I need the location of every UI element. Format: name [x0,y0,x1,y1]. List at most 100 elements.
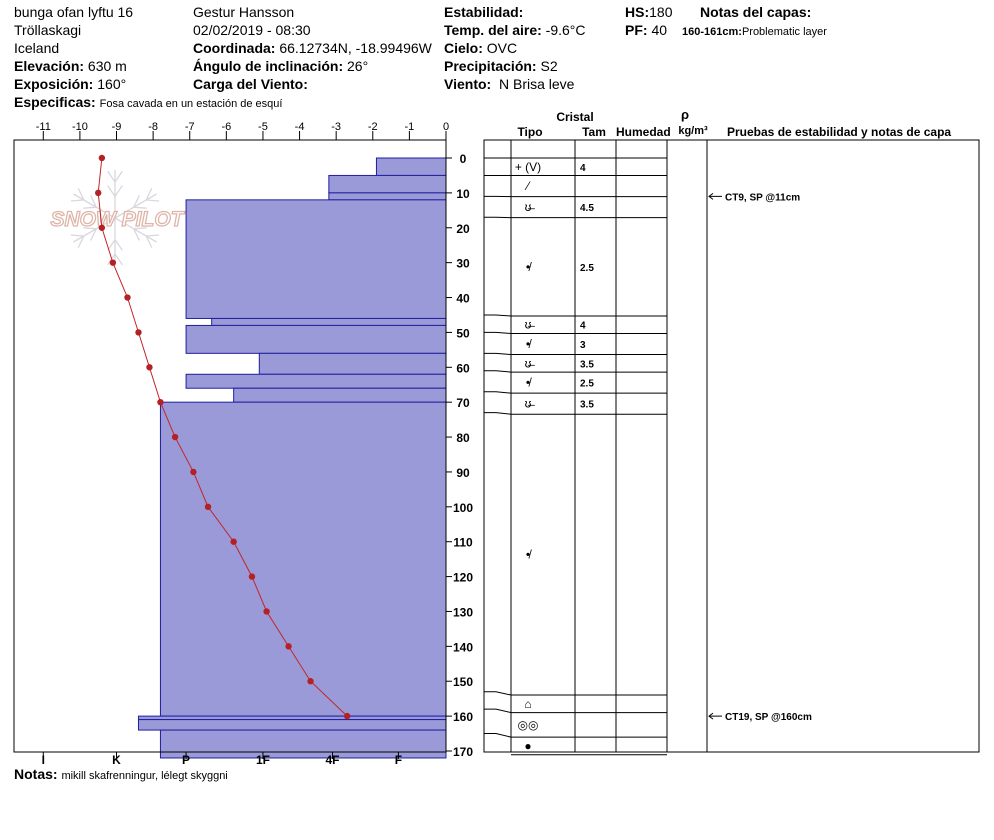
snowflake-arm [73,193,116,219]
profile-frame [13,139,447,753]
air-temperature-value: -9.6°C [545,22,586,38]
snowflake-branch [90,228,97,241]
depth-tick-label: 160 [453,710,473,724]
crystal-type-symbol: •̸ [526,376,532,390]
layer-note-depth: 160-161cm: [682,26,742,38]
temperature-point [307,678,314,685]
snow-height: HS:180 [625,4,672,21]
depth-tick-label: 20 [456,222,470,236]
air-temperature: Temp. del aire: -9.6°C [444,22,586,39]
snowflake-branch [70,199,84,202]
elevation-value: 630 m [87,58,127,74]
stability-test-note: CT19, SP @160cm [725,712,812,723]
type-header: Tipo [517,125,542,139]
notes: Notas: mikill skafrenningur, lélegt skyg… [14,766,228,785]
crystal-type-symbol: •̸ [526,337,532,351]
hs-label: HS: [625,4,650,20]
density-symbol: ρ [681,107,689,122]
snowflake-branch [133,227,147,230]
wind-label: Viento: [444,76,492,92]
crystal-type-symbol: ◎◎ [518,718,539,732]
temperature-point [263,608,270,615]
temperature-point [230,538,237,545]
layer-note-text: Problematic layer [741,26,827,38]
hardness-layer-bar [233,387,447,403]
temperature-point [285,643,292,650]
specifics-value: Fosa cavada en un estación de esquí [99,98,283,110]
sky-condition: Cielo: OVC [444,40,517,57]
temperature-point [190,468,197,476]
crystal-size: 4 [580,163,586,174]
crystal-size: 3 [580,340,586,351]
stability-test-note: CT9, SP @11cm [725,192,800,203]
temperature-tick-label: -8 [148,121,158,133]
snowflake-branch [70,234,84,237]
depth-tick-label: 70 [456,396,470,410]
hardness-layer-bar [137,715,447,721]
hardness-layer-bar [185,324,447,354]
layer-notes-title: Notas del capas: [700,4,812,20]
hardness-layer-bar [185,373,447,389]
watermark-text: SNOW PILOT [51,208,186,231]
air-temperature-label: Temp. del aire: [444,22,542,38]
aspect-value: 160° [97,76,127,92]
specifics: Especificas: Fosa cavada en un estación … [14,94,282,113]
slope-angle-label: Ángulo de inclinación: [193,58,344,74]
temperature-tick-label: -10 [72,121,88,133]
depth-tick-label: 50 [456,326,470,340]
slope-angle: Ángulo de inclinación: 26° [193,58,368,75]
pf-value: 40 [651,22,668,38]
snowflake-branch [114,239,123,251]
hardness-tick-label: F [395,753,402,767]
elevation: Elevación: 630 m [14,58,127,75]
notes-value: mikill skafrenningur, lélegt skyggni [61,770,228,782]
snowflake-branch [145,235,153,249]
temperature-profile [95,154,351,720]
temperature-point [124,294,131,301]
hardness-layers [137,157,447,759]
crystal-header: Cristal [556,110,593,124]
precipitation-label: Precipitación: [444,58,537,74]
hardness-layer-bar [137,719,447,731]
hardness-layer-bar [328,174,447,194]
snowflake-branch [114,185,123,197]
wind: Viento: N Brisa leve [444,76,574,93]
snowflake-branch [145,187,153,201]
crystal-size: 4.5 [580,203,594,214]
depth-tick-label: 110 [453,536,473,550]
snowflake-branch [107,170,116,183]
snowflake-branch [114,170,123,183]
hardness-layer-bar [185,199,447,319]
stratum-connector [484,412,512,415]
temperature-tick-label: -4 [295,121,305,133]
chart-frames [13,139,980,753]
depth-tick-label: 140 [453,640,473,654]
pf-label: PF: [625,22,648,38]
layer-note: 160-161cm:Problematic layer [682,24,827,41]
temperature-point [98,224,106,231]
notes-label: Notas: [14,766,58,782]
snowflake-branch [83,227,97,230]
snowflake-branch [83,206,97,209]
wind-loading-label: Carga del Viento: [193,76,308,92]
depth-tick-label: 60 [456,361,470,375]
hardness-tick-label: K [112,753,121,767]
specifics-label: Especificas: [14,94,96,110]
aspect: Exposición: 160° [14,76,126,93]
size-header: Tam [582,125,606,139]
hardness-tick-label: 1F [256,753,270,767]
temperature-tick-label: -11 [36,121,51,133]
hardness-layer-bar [211,317,447,326]
crystal-type-symbol: •̸ [526,548,532,562]
density-unit: kg/m³ [678,125,708,137]
crystal-type-symbol: ⁄ [524,179,531,193]
country-name: Iceland [14,40,60,56]
temperature-tick-label: -9 [112,121,122,133]
stability-label: Estabilidad: [444,4,524,20]
stratum-connector [484,691,512,696]
stratum-connector [484,314,512,317]
depth-tick-label: 130 [453,605,473,619]
depth-tick-label: 40 [456,292,470,306]
stratum-connector [484,391,512,394]
snowflake-branch [146,234,160,237]
